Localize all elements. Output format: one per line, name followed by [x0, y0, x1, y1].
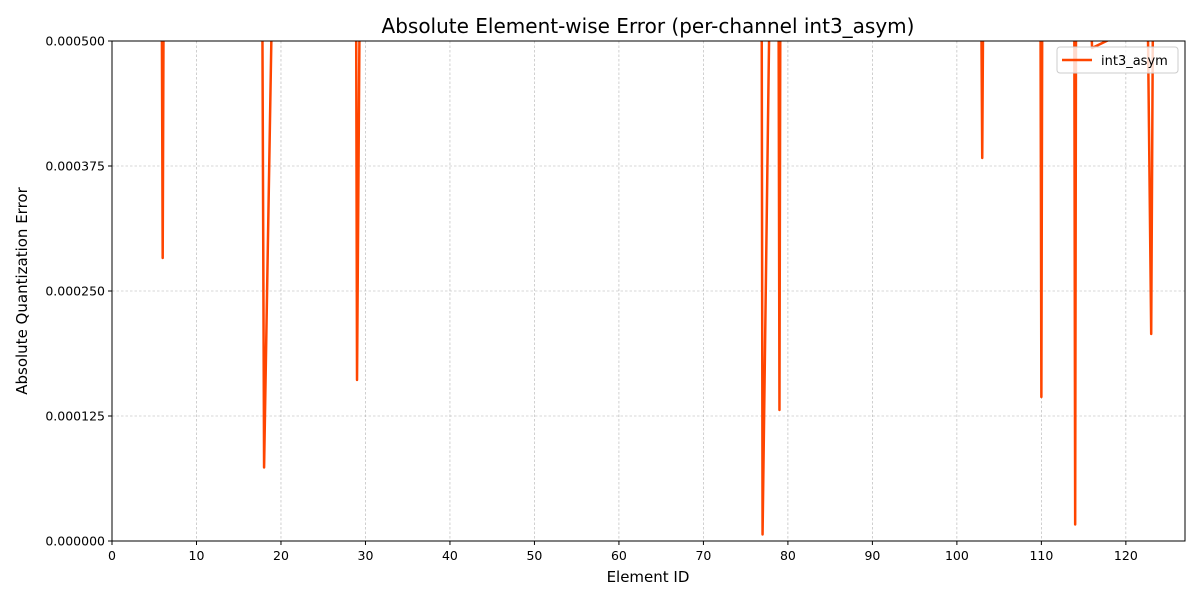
x-axis-ticks: 0 10 20 30 40 50 60 70 80 90 100 110 120: [108, 541, 1138, 563]
y-tick-label: 0.000125: [45, 409, 105, 424]
x-tick-label: 40: [442, 548, 458, 563]
x-axis-label: Element ID: [607, 568, 690, 586]
legend-box: [1056, 46, 1179, 74]
x-tick-label: 50: [526, 548, 542, 563]
chart-title: Absolute Element-wise Error (per-channel…: [382, 14, 915, 38]
x-tick-label: 100: [945, 548, 969, 563]
y-tick-label: 0.000375: [45, 159, 105, 174]
series-line-int3_asym: [160, 41, 1155, 536]
y-axis-ticks: 0.000000 0.000125 0.000250 0.000375 0.000500: [45, 34, 112, 549]
x-tick-label: 10: [189, 548, 205, 563]
x-tick-label: 90: [864, 548, 880, 563]
y-tick-label: 0.000000: [45, 534, 105, 549]
y-tick-label: 0.000250: [45, 284, 105, 299]
series-layer: [160, 41, 1155, 536]
y-tick-label: 0.000500: [45, 34, 105, 49]
x-tick-label: 80: [780, 548, 796, 563]
x-tick-label: 60: [611, 548, 627, 563]
grid-layer: [112, 40, 1185, 541]
x-tick-label: 30: [358, 548, 374, 563]
legend: int3_asym: [1056, 46, 1179, 74]
legend-label: int3_asym: [1101, 54, 1168, 69]
x-tick-label: 20: [273, 548, 289, 563]
x-tick-label: 0: [108, 548, 116, 563]
x-tick-label: 110: [1029, 548, 1053, 563]
x-tick-label: 70: [695, 548, 711, 563]
x-tick-label: 120: [1114, 548, 1138, 563]
y-axis-label: Absolute Quantization Error: [13, 186, 31, 394]
